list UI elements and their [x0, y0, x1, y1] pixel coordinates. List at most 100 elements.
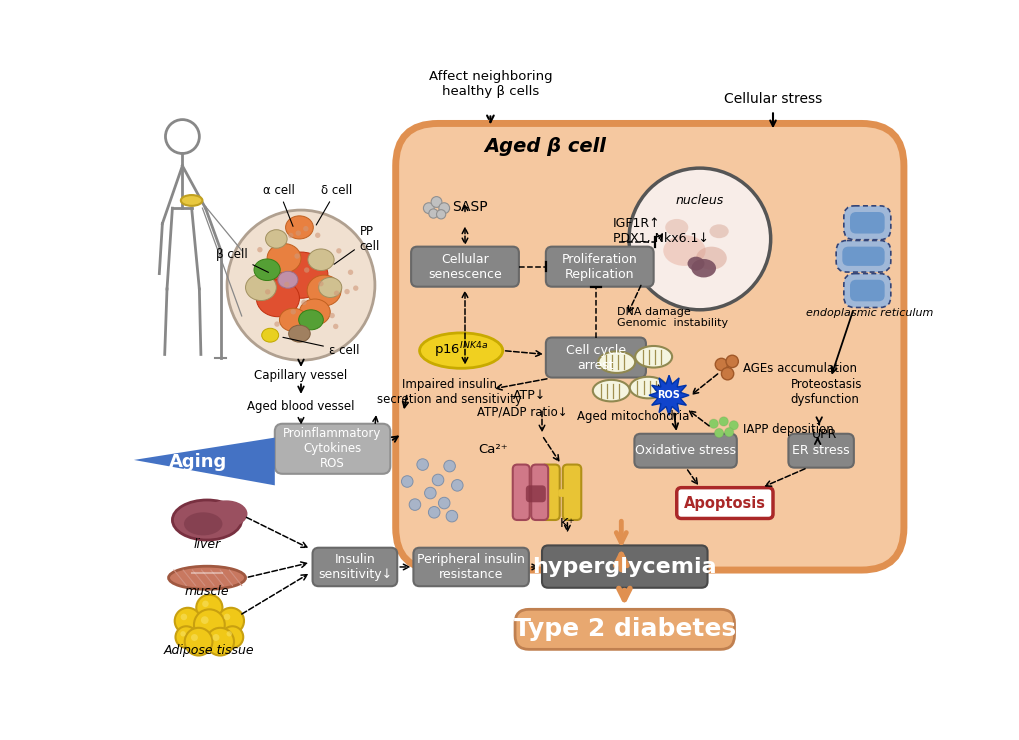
FancyBboxPatch shape [843, 274, 890, 308]
FancyBboxPatch shape [545, 337, 645, 377]
Text: AGEs accumulation: AGEs accumulation [742, 362, 856, 374]
Circle shape [191, 634, 198, 641]
Text: α cell: α cell [263, 184, 294, 226]
Circle shape [432, 474, 443, 485]
Text: Peripheral insulin
resistance: Peripheral insulin resistance [417, 553, 525, 581]
Text: Aged mitochondria: Aged mitochondria [576, 409, 689, 423]
Ellipse shape [262, 329, 278, 342]
FancyBboxPatch shape [274, 424, 390, 474]
Ellipse shape [629, 377, 666, 398]
Circle shape [423, 203, 434, 214]
Circle shape [329, 313, 334, 318]
Ellipse shape [687, 257, 704, 271]
Ellipse shape [227, 210, 375, 360]
Text: Aged blood vessel: Aged blood vessel [247, 400, 355, 414]
Ellipse shape [205, 500, 248, 528]
Text: Cell cycle
arrest: Cell cycle arrest [566, 343, 626, 371]
Ellipse shape [180, 195, 202, 206]
Circle shape [424, 487, 436, 499]
Circle shape [401, 476, 413, 487]
FancyBboxPatch shape [513, 465, 529, 520]
Ellipse shape [274, 252, 328, 298]
FancyBboxPatch shape [676, 488, 772, 519]
Circle shape [409, 499, 420, 511]
Text: Aging: Aging [168, 453, 226, 471]
Text: muscle: muscle [184, 585, 229, 598]
Text: DNA damage
Genomic  instability: DNA damage Genomic instability [616, 306, 728, 329]
Circle shape [274, 321, 279, 327]
Circle shape [417, 459, 428, 471]
Text: ATP/ADP ratio↓: ATP/ADP ratio↓ [477, 406, 568, 419]
Text: Oxidative stress: Oxidative stress [635, 444, 736, 457]
Circle shape [336, 248, 341, 254]
Ellipse shape [246, 275, 276, 300]
Circle shape [202, 601, 209, 607]
Polygon shape [133, 437, 274, 485]
Circle shape [445, 511, 458, 522]
Ellipse shape [183, 512, 222, 536]
Text: p16$^{INK4a}$: p16$^{INK4a}$ [434, 341, 488, 360]
FancyBboxPatch shape [312, 548, 396, 586]
Ellipse shape [709, 224, 728, 238]
FancyBboxPatch shape [531, 465, 547, 520]
Ellipse shape [172, 500, 242, 540]
Circle shape [221, 626, 243, 648]
Text: UPR: UPR [811, 428, 836, 440]
Circle shape [180, 631, 185, 636]
Circle shape [428, 506, 439, 518]
Circle shape [726, 355, 738, 368]
Circle shape [304, 267, 309, 273]
Circle shape [451, 480, 463, 491]
FancyBboxPatch shape [413, 548, 529, 586]
Circle shape [175, 626, 197, 648]
Circle shape [344, 289, 350, 295]
Text: SASP: SASP [451, 201, 487, 215]
Circle shape [431, 197, 441, 207]
Circle shape [443, 460, 454, 472]
Ellipse shape [299, 310, 323, 330]
Circle shape [223, 613, 230, 620]
Text: ROS: ROS [657, 390, 680, 400]
Text: ER stress: ER stress [792, 444, 849, 457]
Circle shape [315, 232, 320, 238]
Text: liver: liver [194, 538, 220, 551]
FancyBboxPatch shape [634, 434, 736, 468]
Text: Capillary vessel: Capillary vessel [254, 369, 347, 382]
Circle shape [196, 595, 222, 621]
Circle shape [318, 281, 323, 286]
Text: β cell: β cell [216, 248, 268, 272]
FancyBboxPatch shape [526, 485, 545, 502]
Text: Proteostasis
dysfunction: Proteostasis dysfunction [790, 377, 861, 406]
Text: endoplasmic reticulum: endoplasmic reticulum [805, 308, 932, 318]
Text: hyperglycemia: hyperglycemia [532, 556, 716, 576]
Circle shape [296, 230, 301, 236]
Text: Insulin
sensitivity↓: Insulin sensitivity↓ [318, 553, 391, 581]
Circle shape [708, 419, 717, 428]
Circle shape [287, 233, 293, 238]
Text: Cellular stress: Cellular stress [723, 92, 821, 106]
FancyBboxPatch shape [515, 609, 734, 650]
Circle shape [629, 168, 770, 310]
Text: Apoptosis: Apoptosis [683, 496, 765, 511]
Text: ATP↓: ATP↓ [513, 388, 546, 402]
Ellipse shape [300, 299, 330, 325]
FancyBboxPatch shape [842, 246, 883, 266]
Polygon shape [648, 375, 689, 415]
Ellipse shape [265, 229, 286, 248]
Ellipse shape [267, 243, 301, 273]
Ellipse shape [308, 249, 334, 271]
Circle shape [212, 634, 219, 641]
Circle shape [290, 309, 296, 314]
Circle shape [347, 269, 353, 275]
Text: Affect neighboring
healthy β cells: Affect neighboring healthy β cells [428, 70, 551, 98]
Circle shape [180, 613, 186, 620]
Text: PP
cell: PP cell [334, 225, 379, 264]
Ellipse shape [254, 259, 280, 280]
Ellipse shape [695, 246, 727, 270]
Circle shape [438, 203, 449, 214]
Circle shape [720, 368, 733, 380]
Ellipse shape [592, 380, 629, 401]
Circle shape [333, 291, 339, 296]
Text: K⁺: K⁺ [559, 517, 575, 531]
FancyBboxPatch shape [545, 246, 653, 286]
